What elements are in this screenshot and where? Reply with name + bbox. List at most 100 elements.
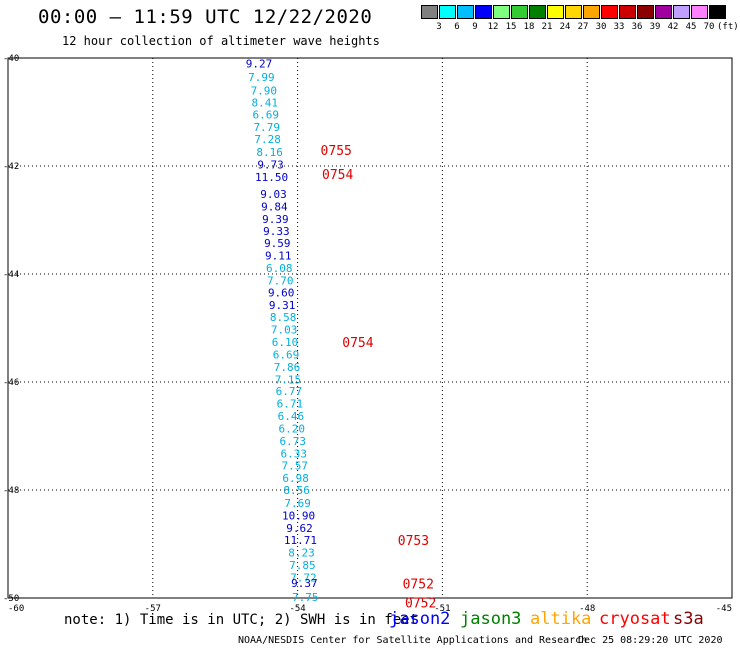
color-scale-label: 42 (667, 22, 679, 32)
color-swatch (637, 5, 654, 19)
pass-time-label: 0754 (342, 336, 373, 351)
x-tick-label: -57 (145, 604, 161, 614)
y-tick-label: -48 (3, 486, 19, 496)
y-tick-label: -50 (3, 594, 19, 604)
color-swatch (493, 5, 510, 19)
wave-height-value: 11.50 (255, 171, 288, 184)
legend-item-jason3: jason3 (460, 609, 522, 629)
wave-height-value: 9.60 (268, 286, 295, 299)
color-swatch (439, 5, 456, 19)
x-tick-label: -48 (579, 604, 595, 614)
wave-height-value: 6.98 (282, 472, 309, 485)
wave-height-value: 9.27 (246, 57, 273, 70)
legend-item-cryosat: cryosat (599, 609, 671, 629)
color-swatch (421, 5, 438, 19)
color-swatch (583, 5, 600, 19)
y-tick-label: -40 (3, 54, 19, 64)
wave-height-value: 6.77 (276, 385, 303, 398)
wave-height-value: 6.69 (273, 348, 300, 361)
color-scale-label: 24 (559, 22, 571, 32)
wave-height-value: 8.56 (283, 484, 310, 497)
y-tick-label: -44 (3, 270, 19, 280)
color-scale-label: 70 (703, 22, 715, 32)
wave-height-value: 11.71 (284, 534, 317, 547)
pass-time-label: 0753 (398, 534, 429, 549)
legend-item-altika: altika (530, 609, 592, 629)
wave-height-value: 9.84 (261, 201, 288, 214)
wave-height-value: 7.90 (251, 84, 278, 97)
wave-height-value: 9.03 (260, 188, 287, 201)
wave-height-value: 7.57 (281, 460, 308, 473)
wave-height-value: 7.72 (290, 571, 317, 584)
color-scale-label: (ft) (717, 22, 739, 32)
color-scale-label: 33 (613, 22, 625, 32)
wave-height-value: 9.33 (263, 225, 290, 238)
color-scale-label: 27 (577, 22, 589, 32)
wave-height-value: 9.59 (264, 237, 291, 250)
wave-height-value: 9.73 (257, 158, 284, 171)
wave-height-value: 8.16 (256, 146, 283, 159)
pass-time-label: 0755 (321, 144, 352, 159)
wave-height-value: 7.70 (267, 274, 294, 287)
color-scale-label: 21 (541, 22, 553, 32)
color-scale-label: 15 (505, 22, 517, 32)
wave-height-value: 8.23 (288, 547, 315, 560)
wave-height-value: 6.10 (272, 336, 299, 349)
color-scale-label: 39 (649, 22, 661, 32)
wave-height-value: 9.37 (291, 577, 318, 590)
wave-height-value: 6.20 (279, 422, 306, 435)
plot-frame (7, 57, 733, 599)
color-swatch (547, 5, 564, 19)
color-swatch (457, 5, 474, 19)
credit-text: NOAA/NESDIS Center for Satellite Applica… (238, 635, 588, 646)
y-tick-label: -46 (3, 378, 19, 388)
wave-height-value: 10.90 (282, 509, 315, 522)
wave-height-value: 7.75 (292, 591, 319, 604)
wave-height-value: 6.46 (278, 410, 305, 423)
color-swatch (529, 5, 546, 19)
legend-item-s3a: s3a (673, 609, 704, 629)
chart-subtitle: 12 hour collection of altimeter wave hei… (62, 34, 380, 48)
wave-height-value: 6.08 (266, 262, 293, 275)
wave-height-value: 7.15 (275, 373, 302, 386)
color-scale-label: 36 (631, 22, 643, 32)
wave-height-value: 7.86 (274, 361, 301, 374)
y-tick-label: -42 (3, 162, 19, 172)
wave-height-value: 6.71 (277, 398, 304, 411)
color-swatch (655, 5, 672, 19)
wave-height-value: 6.33 (280, 447, 307, 460)
wave-height-value: 7.28 (254, 133, 281, 146)
color-swatch (691, 5, 708, 19)
legend-item-jason2: jason2 (389, 609, 451, 629)
wave-height-value: 7.85 (289, 559, 316, 572)
x-tick-label: -51 (434, 604, 450, 614)
color-scale-label: 12 (487, 22, 499, 32)
pass-time-label: 0754 (322, 168, 353, 183)
wave-height-value: 7.03 (271, 324, 298, 337)
wave-height-value: 8.41 (252, 96, 279, 109)
color-swatch (709, 5, 726, 19)
wave-height-value: 7.79 (253, 121, 280, 134)
color-swatch (565, 5, 582, 19)
color-scale-label: 30 (595, 22, 607, 32)
wave-height-value: 7.99 (248, 71, 275, 84)
timestamp-text: Dec 25 08:29:20 UTC 2020 (578, 635, 723, 646)
pass-time-label: 0752 (405, 596, 436, 611)
color-scale-label: 45 (685, 22, 697, 32)
color-swatch (511, 5, 528, 19)
color-swatch (619, 5, 636, 19)
x-tick-label: -45 (716, 604, 732, 614)
wave-height-value: 6.73 (280, 435, 307, 448)
wave-height-value: 6.69 (252, 109, 279, 122)
wave-height-value: 8.58 (270, 311, 297, 324)
color-scale-label: 6 (454, 22, 460, 32)
color-scale-label: 3 (436, 22, 442, 32)
note-text: note: 1) Time is in UTC; 2) SWH is in fe… (64, 612, 419, 628)
wave-height-value: 9.39 (262, 213, 289, 226)
color-swatch (601, 5, 618, 19)
wave-height-value: 9.62 (286, 522, 313, 535)
wave-height-value: 9.31 (269, 299, 296, 312)
chart-title: 00:00 – 11:59 UTC 12/22/2020 (38, 6, 373, 28)
color-swatch (673, 5, 690, 19)
